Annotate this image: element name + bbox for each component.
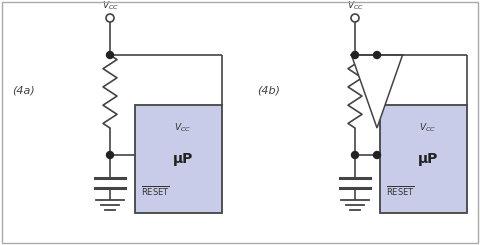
Bar bbox=[135, 105, 222, 213]
Circle shape bbox=[107, 151, 113, 159]
Circle shape bbox=[351, 151, 359, 159]
Text: $V_{CC}$: $V_{CC}$ bbox=[347, 0, 363, 12]
Text: (4a): (4a) bbox=[12, 85, 35, 95]
Bar bbox=[380, 105, 467, 213]
Text: $\overline{\rm RESET}$: $\overline{\rm RESET}$ bbox=[141, 184, 170, 198]
Circle shape bbox=[373, 51, 381, 59]
Text: $V_{CC}$: $V_{CC}$ bbox=[420, 121, 436, 134]
Circle shape bbox=[351, 51, 359, 59]
Text: (4b): (4b) bbox=[257, 85, 280, 95]
Circle shape bbox=[373, 151, 381, 159]
Text: μP: μP bbox=[418, 152, 438, 166]
Circle shape bbox=[107, 51, 113, 59]
Text: $V_{CC}$: $V_{CC}$ bbox=[101, 0, 119, 12]
Text: μP: μP bbox=[173, 152, 193, 166]
Text: $V_{CC}$: $V_{CC}$ bbox=[174, 121, 192, 134]
Polygon shape bbox=[351, 55, 403, 128]
Text: $\overline{\rm RESET}$: $\overline{\rm RESET}$ bbox=[386, 184, 415, 198]
